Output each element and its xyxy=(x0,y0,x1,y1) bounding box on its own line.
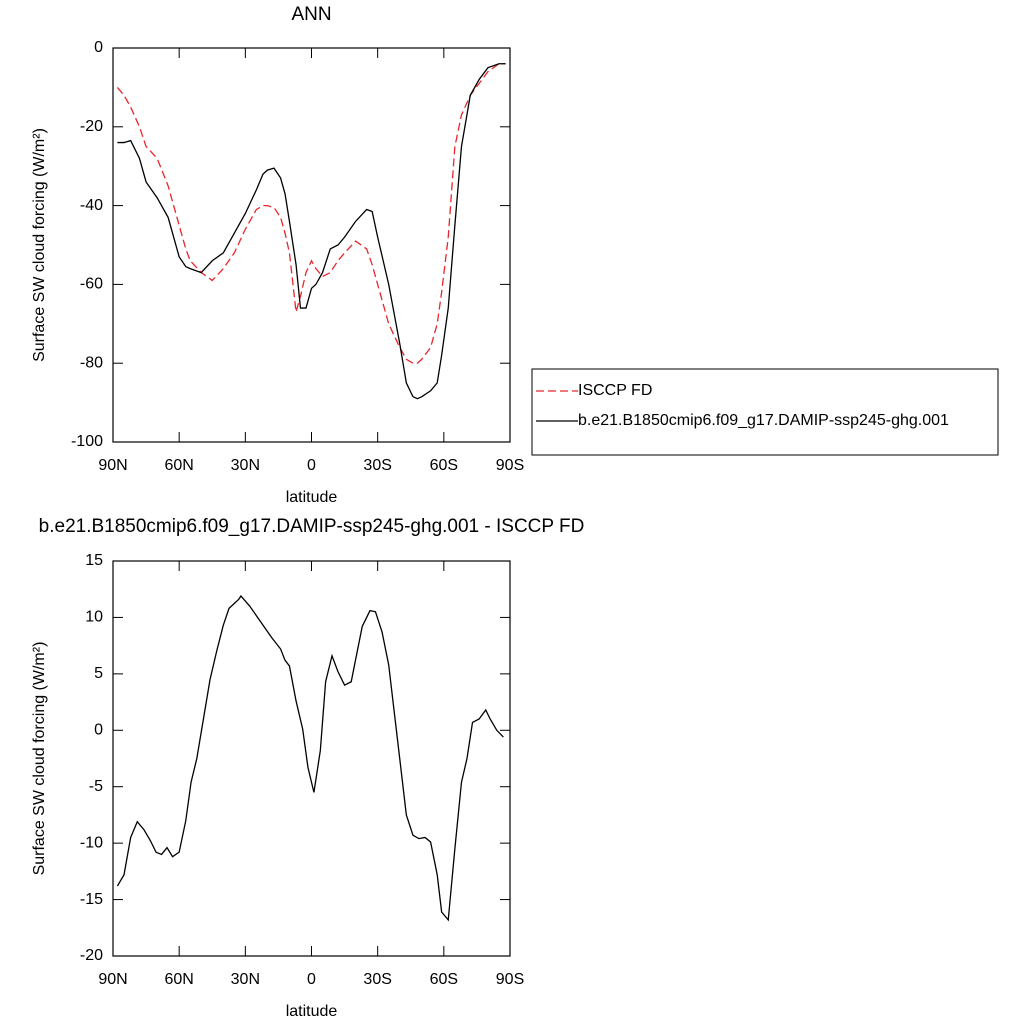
y-tick-label: -100 xyxy=(71,433,103,450)
y-tick-label: -80 xyxy=(80,354,103,371)
x-tick-label: 30S xyxy=(363,971,391,988)
x-tick-label: 90S xyxy=(496,971,524,988)
data-line xyxy=(116,63,506,364)
x-tick-label: 60S xyxy=(430,971,458,988)
y-tick-label: -20 xyxy=(80,947,103,964)
y-axis-label: Surface SW cloud forcing (W/m²) xyxy=(31,642,48,876)
x-tick-label: 30N xyxy=(231,971,260,988)
y-tick-label: 10 xyxy=(85,609,103,626)
y-tick-label: -20 xyxy=(80,118,103,135)
x-tick-label: 90S xyxy=(496,457,524,474)
x-tick-label: 30N xyxy=(231,457,260,474)
chart-title: b.e21.B1850cmip6.f09_g17.DAMIP-ssp245-gh… xyxy=(39,516,585,537)
plot-frame xyxy=(112,560,511,957)
y-tick-label: -60 xyxy=(80,276,103,293)
x-tick-label: 60S xyxy=(430,457,458,474)
x-tick-label: 0 xyxy=(307,457,316,474)
plot-frame xyxy=(112,47,511,443)
y-tick-label: 15 xyxy=(85,552,103,569)
x-tick-label: 90N xyxy=(98,971,127,988)
data-line xyxy=(116,594,504,922)
x-axis-label: latitude xyxy=(286,1003,338,1020)
y-axis-label: Surface SW cloud forcing (W/m²) xyxy=(31,128,48,362)
legend-box xyxy=(531,368,999,456)
legend-label: ISCCP FD xyxy=(578,382,652,399)
x-tick-label: 0 xyxy=(307,971,316,988)
x-tick-label: 90N xyxy=(98,457,127,474)
data-line xyxy=(117,63,506,400)
x-tick-label: 60N xyxy=(164,971,193,988)
y-tick-label: -15 xyxy=(80,891,103,908)
y-tick-label: -10 xyxy=(80,834,103,851)
x-tick-label: 30S xyxy=(363,457,391,474)
y-tick-label: 0 xyxy=(94,39,103,56)
legend-label: b.e21.B1850cmip6.f09_g17.DAMIP-ssp245-gh… xyxy=(578,412,949,429)
x-tick-label: 60N xyxy=(164,457,193,474)
y-tick-label: -5 xyxy=(89,778,103,795)
y-tick-label: 5 xyxy=(94,665,103,682)
chart-title: ANN xyxy=(291,4,331,25)
x-axis-label: latitude xyxy=(286,489,338,506)
y-tick-label: -40 xyxy=(80,197,103,214)
y-tick-label: 0 xyxy=(94,722,103,739)
